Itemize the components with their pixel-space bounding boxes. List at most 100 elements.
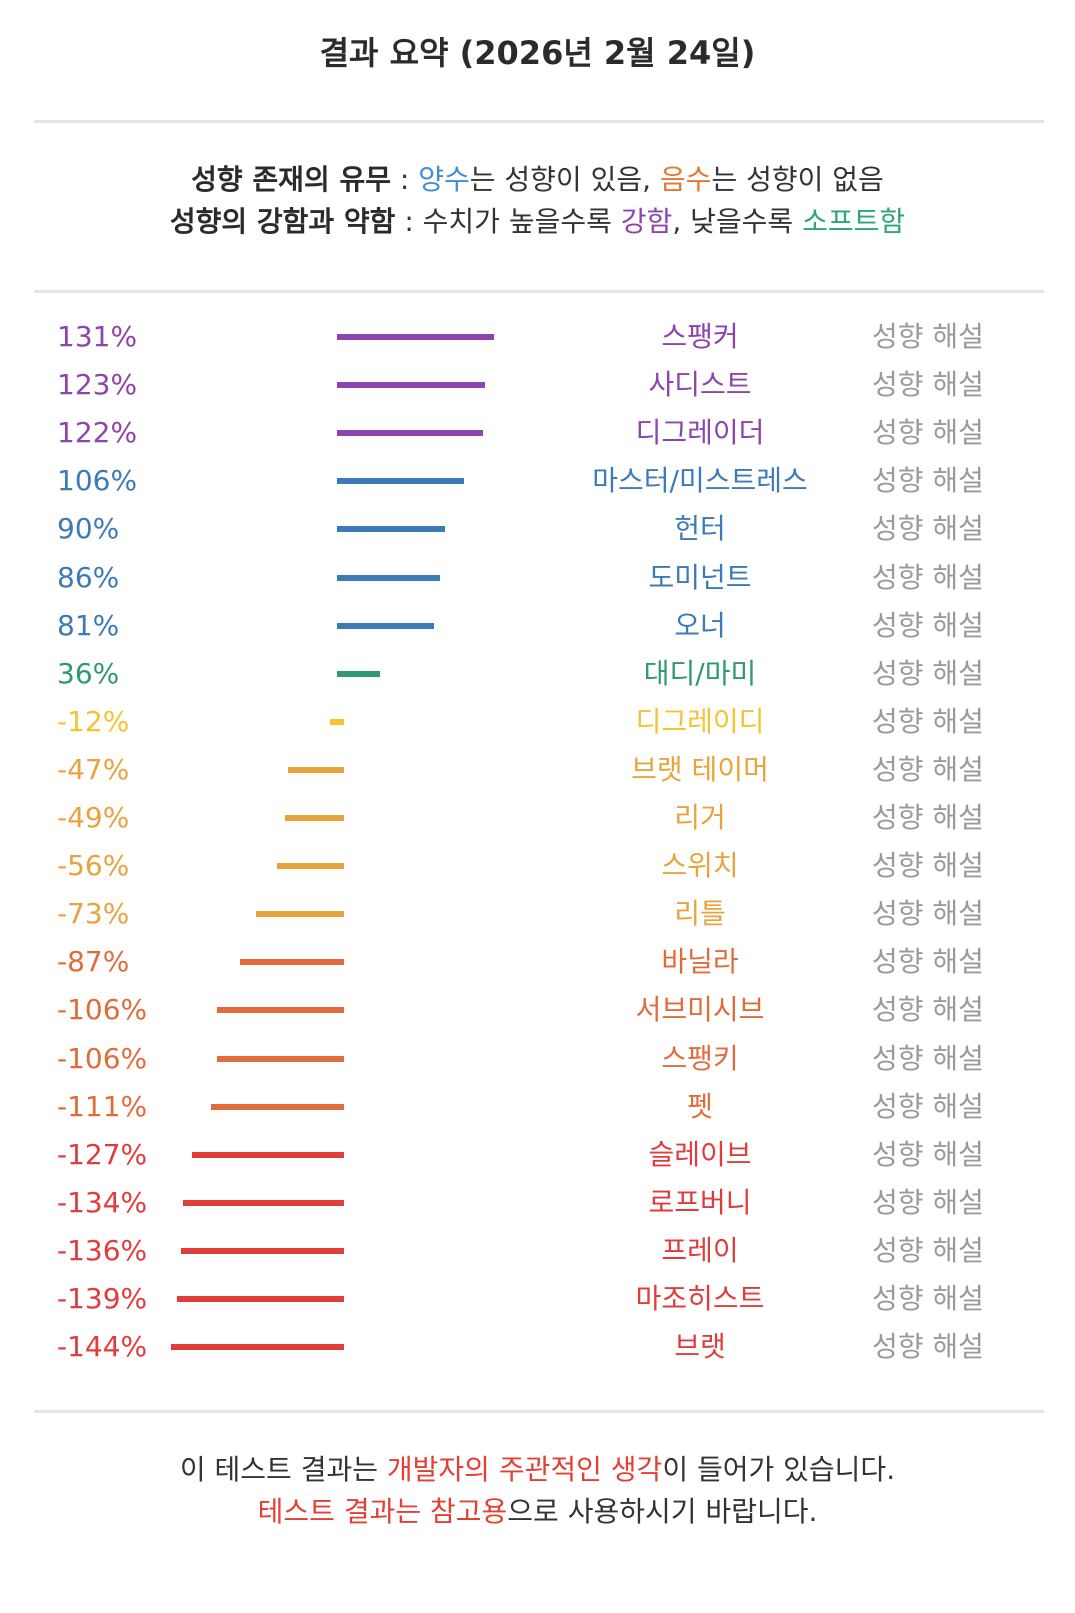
legend-strength-heading: 성향의 강함과 약함 xyxy=(169,205,396,238)
page-title: 결과 요약 (2026년 2월 24일) xyxy=(319,34,756,72)
footer-line-1: 이 테스트 결과는 개발자의 주관적인 생각이 들어가 있습니다. xyxy=(0,1448,1075,1492)
category-label: 대디/마미 xyxy=(643,656,757,690)
chart-row: -106% 스팽키 성향 해설 xyxy=(0,1035,1075,1083)
category-label: 디그레이더 xyxy=(635,416,765,450)
category-label: 마스터/미스트레스 xyxy=(592,464,808,498)
explain-link[interactable]: 성향 해설 xyxy=(872,1089,984,1123)
value-label: 131% xyxy=(57,320,138,353)
chart-row: -139% 마조히스트 성향 해설 xyxy=(0,1275,1075,1323)
value-label: -139% xyxy=(57,1282,148,1315)
divider-top xyxy=(34,120,1044,123)
value-label: -49% xyxy=(57,801,130,834)
explain-link[interactable]: 성향 해설 xyxy=(872,945,984,979)
legend-soft-text: , 낮을수록 xyxy=(672,205,803,238)
legend-positive-word: 양수 xyxy=(418,163,470,196)
category-label: 브랫 테이머 xyxy=(631,752,769,786)
bar xyxy=(337,430,484,437)
chart-row: -12% 디그레이디 성향 해설 xyxy=(0,698,1075,746)
value-label: -12% xyxy=(57,704,130,738)
bar xyxy=(216,1007,344,1014)
chart-row: -87% 바닐라 성향 해설 xyxy=(0,938,1075,986)
explain-link[interactable]: 성향 해설 xyxy=(872,608,984,642)
value-label: -111% xyxy=(57,1089,148,1123)
bar xyxy=(337,622,435,629)
footer-text: 이 테스트 결과는 xyxy=(179,1453,387,1486)
category-label: 디그레이디 xyxy=(635,704,765,738)
bar xyxy=(256,911,344,918)
explain-link[interactable]: 성향 해설 xyxy=(872,1233,984,1267)
explain-link[interactable]: 성향 해설 xyxy=(872,1282,984,1315)
category-label: 로프버니 xyxy=(648,1185,752,1219)
bar xyxy=(337,478,465,485)
bar xyxy=(239,959,344,966)
explain-link[interactable]: 성향 해설 xyxy=(872,1041,984,1075)
explain-link[interactable]: 성향 해설 xyxy=(872,1330,984,1364)
value-label: 123% xyxy=(57,368,138,402)
explain-link[interactable]: 성향 해설 xyxy=(872,752,984,786)
value-label: -134% xyxy=(57,1185,148,1219)
bar xyxy=(276,863,344,870)
chart-row: 123% 사디스트 성향 해설 xyxy=(0,361,1075,409)
explain-link[interactable]: 성향 해설 xyxy=(872,320,984,353)
category-label: 바닐라 xyxy=(661,945,739,979)
value-label: -47% xyxy=(57,752,130,786)
bar xyxy=(177,1296,344,1302)
value-label: -73% xyxy=(57,897,130,931)
legend-presence-heading: 성향 존재의 유무 xyxy=(191,163,391,196)
value-label: 106% xyxy=(57,464,138,498)
category-label: 마조히스트 xyxy=(635,1282,765,1315)
chart-row: -73% 리틀 성향 해설 xyxy=(0,890,1075,938)
value-label: 122% xyxy=(57,416,138,450)
category-label: 스팽커 xyxy=(661,320,739,353)
category-label: 브랫 xyxy=(674,1330,726,1364)
category-label: 스위치 xyxy=(661,849,739,883)
bar xyxy=(337,526,445,533)
value-label: 86% xyxy=(57,560,120,594)
explain-link[interactable]: 성향 해설 xyxy=(872,897,984,931)
explain-link[interactable]: 성향 해설 xyxy=(872,1137,984,1171)
chart-row: 106% 마스터/미스트레스 성향 해설 xyxy=(0,457,1075,505)
legend-separator: : xyxy=(390,163,419,196)
explain-link[interactable]: 성향 해설 xyxy=(872,849,984,883)
bar xyxy=(329,718,344,725)
category-label: 오너 xyxy=(674,608,726,642)
bar xyxy=(216,1055,344,1062)
chart-row: -134% 로프버니 성향 해설 xyxy=(0,1179,1075,1227)
value-label: -106% xyxy=(57,1041,148,1075)
footer-line-2: 테스트 결과는 참고용으로 사용하시기 바랍니다. xyxy=(0,1490,1075,1534)
explain-link[interactable]: 성향 해설 xyxy=(872,368,984,402)
bar xyxy=(191,1151,344,1158)
category-label: 펫 xyxy=(687,1089,713,1123)
explain-link[interactable]: 성향 해설 xyxy=(872,1185,984,1219)
legend-strong-word: 강함 xyxy=(620,205,673,238)
explain-link[interactable]: 성향 해설 xyxy=(872,801,984,834)
legend-soft-word: 소프트함 xyxy=(802,205,906,238)
value-label: -87% xyxy=(57,945,130,979)
bar xyxy=(171,1344,344,1351)
explain-link[interactable]: 성향 해설 xyxy=(872,560,984,594)
explain-link[interactable]: 성향 해설 xyxy=(872,656,984,690)
chart-row: -47% 브랫 테이머 성향 해설 xyxy=(0,746,1075,794)
category-label: 스팽키 xyxy=(661,1041,739,1075)
value-label: -136% xyxy=(57,1233,148,1267)
divider-middle xyxy=(34,290,1044,293)
legend-positive-text: 는 성향이 있음, xyxy=(469,163,660,196)
category-label: 프레이 xyxy=(661,1233,739,1267)
chart-row: 36% 대디/마미 성향 해설 xyxy=(0,650,1075,698)
bar xyxy=(180,1247,344,1254)
chart-row: 81% 오너 성향 해설 xyxy=(0,602,1075,650)
value-label: -144% xyxy=(57,1330,148,1364)
chart-row: 122% 디그레이더 성향 해설 xyxy=(0,409,1075,457)
explain-link[interactable]: 성향 해설 xyxy=(872,416,984,450)
explain-link[interactable]: 성향 해설 xyxy=(872,704,984,738)
explain-link[interactable]: 성향 해설 xyxy=(872,464,984,498)
legend-line-presence: 성향 존재의 유무 : 양수는 성향이 있음, 음수는 성향이 없음 xyxy=(0,158,1075,202)
value-label: -106% xyxy=(57,993,148,1027)
legend-negative-text: 는 성향이 없음 xyxy=(711,163,884,196)
footer-highlight: 개발자의 주관적인 생각 xyxy=(386,1453,663,1486)
value-label: 90% xyxy=(57,512,120,546)
explain-link[interactable]: 성향 해설 xyxy=(872,993,984,1027)
legend-strength-text: 수치가 높을수록 xyxy=(422,205,621,238)
chart-row: -56% 스위치 성향 해설 xyxy=(0,842,1075,890)
explain-link[interactable]: 성향 해설 xyxy=(872,512,984,546)
